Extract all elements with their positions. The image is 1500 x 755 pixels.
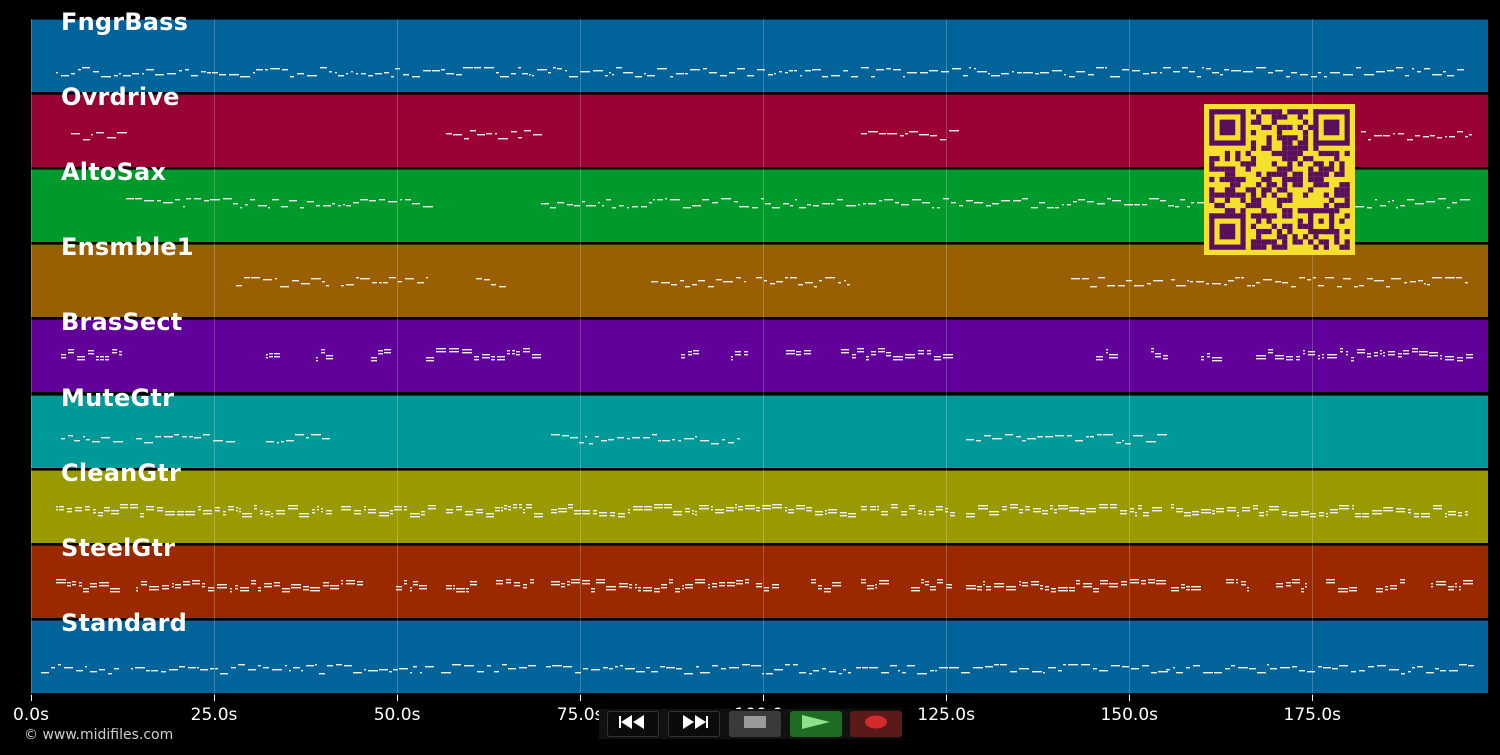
note-marks [41,663,1474,675]
grid-line [31,19,32,695]
note-marks [56,503,1468,517]
qr-code-image [1204,104,1355,255]
axis-tick [1312,695,1314,701]
rewind-icon [618,714,648,734]
grid-line [397,19,399,695]
track-lane[interactable]: CleanGtr [31,459,1488,543]
track-name: MuteGtr [61,383,175,412]
note-marks [236,277,1468,288]
axis-tick [214,695,216,701]
track-name: SteelGtr [61,533,176,562]
grid-line [763,19,765,695]
track-lane[interactable]: Ensmble1 [31,233,1488,318]
play-button[interactable] [790,711,842,737]
play-icon [801,713,831,735]
fast-forward-icon [679,714,709,734]
stop-button[interactable] [729,711,781,737]
grid-line [946,19,948,695]
axis-tick [31,695,32,701]
rewind-button[interactable] [607,711,659,737]
axis-tick [1129,695,1131,701]
note-marks [56,67,1464,78]
axis-tick [397,695,399,701]
track-name: FngrBass [61,8,189,36]
track-name: Ensmble1 [61,233,194,262]
track-name: Ovrdrive [61,83,180,112]
track-lane[interactable]: FngrBass [31,8,1488,92]
axis-tick [580,695,582,701]
transport-controls [599,709,902,739]
axis-tick-label: 0.0s [13,705,49,725]
track-name: BrasSect [61,308,183,337]
track-lane[interactable]: Standard [31,609,1488,693]
fast-forward-button[interactable] [668,711,720,737]
axis-tick-label: 125.0s [917,705,975,725]
grid-line [1129,19,1131,695]
note-marks [61,433,1167,444]
axis-tick-label: 25.0s [190,705,238,725]
axis-tick-label: 75.0s [556,705,604,725]
track-name: Standard [61,608,188,637]
axis-tick [763,695,765,701]
record-icon [863,714,889,734]
axis-tick [946,695,948,701]
track-name: CleanGtr [61,458,182,487]
grid-line [214,19,216,695]
note-marks [71,130,1472,141]
grid-line [580,19,582,695]
track-name: AltoSax [61,158,167,187]
copyright-text: © www.midifiles.com [24,727,174,743]
track-lane[interactable]: MuteGtr [31,384,1488,468]
record-button[interactable] [850,711,902,737]
stop-icon [743,714,767,734]
note-marks [56,578,1473,593]
track-lane[interactable]: BrasSect [31,308,1488,393]
axis-tick-label: 50.0s [373,705,421,725]
track-lane[interactable]: SteelGtr [31,534,1488,618]
note-marks [61,348,1473,362]
grid-line [1312,19,1314,695]
axis-tick-label: 150.0s [1100,705,1158,725]
axis-tick-label: 175.0s [1283,705,1342,725]
